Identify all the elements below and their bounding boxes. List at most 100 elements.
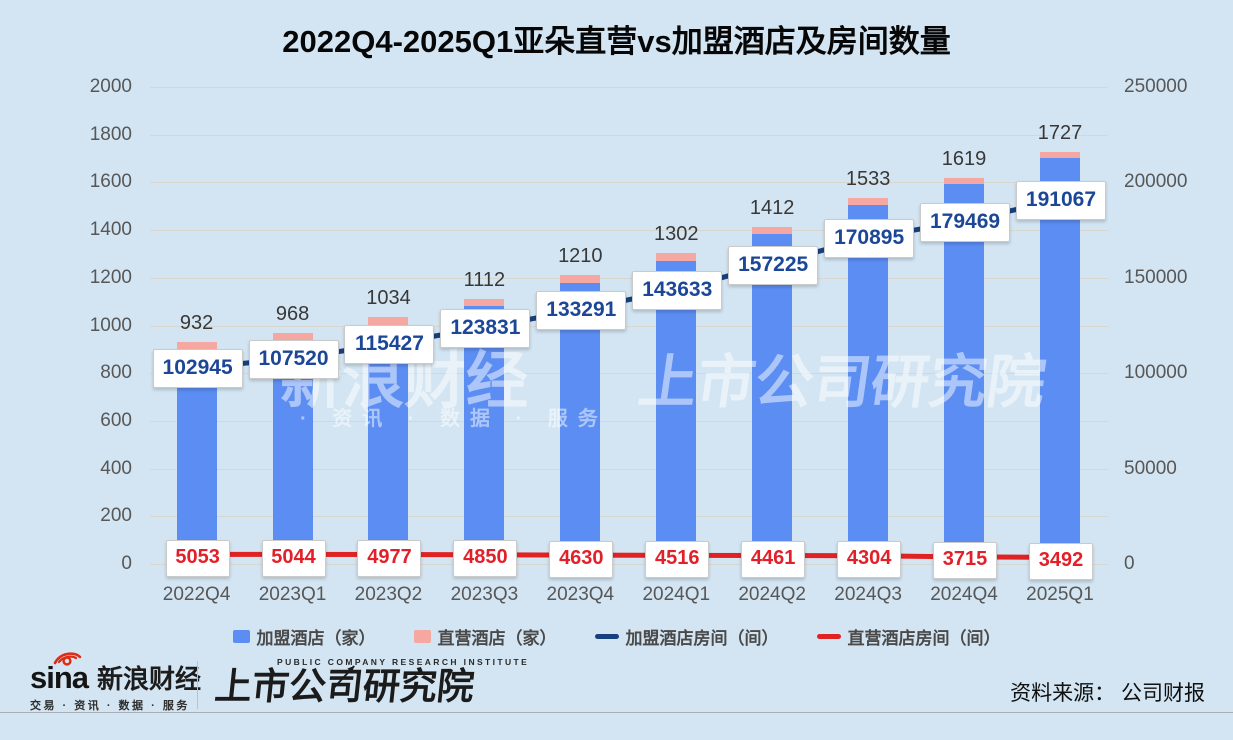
bar-total-label: 1302 bbox=[654, 223, 699, 246]
x-axis-label: 2024Q2 bbox=[738, 584, 806, 605]
gridline bbox=[150, 564, 1108, 565]
bar-total-label: 1210 bbox=[558, 245, 603, 268]
franchised-rooms-value-box: 115427 bbox=[344, 325, 435, 365]
direct-rooms-value-box: 5053 bbox=[165, 539, 230, 577]
sina-brand: 新浪财经 bbox=[97, 664, 202, 694]
direct-rooms-value-box: 3492 bbox=[1028, 542, 1093, 580]
franchised-rooms-value-box: 133291 bbox=[536, 291, 627, 331]
data-source: 资料来源： 公司财报 bbox=[1010, 682, 1205, 705]
direct-rooms-value-box: 4516 bbox=[645, 540, 710, 578]
footer-divider bbox=[197, 661, 198, 709]
direct-hotels-bar-cap bbox=[752, 227, 793, 235]
right-axis-tick: 200000 bbox=[1124, 171, 1188, 193]
x-axis-label: 2023Q2 bbox=[354, 584, 423, 605]
legend-item: 直营酒店（家） bbox=[413, 624, 557, 649]
gridline bbox=[150, 373, 1108, 375]
direct-hotels-bar-cap bbox=[1039, 152, 1080, 158]
bar-total-label: 1727 bbox=[1037, 122, 1083, 145]
bar-total-label: 968 bbox=[275, 303, 310, 326]
left-axis-tick: 400 bbox=[100, 457, 132, 479]
right-axis-tick: 250000 bbox=[1124, 76, 1188, 97]
bar-total-label: 1533 bbox=[845, 168, 891, 191]
bar-total-label: 1412 bbox=[749, 197, 795, 220]
x-axis-label: 2025Q1 bbox=[1026, 584, 1094, 605]
franchised-hotels-bar bbox=[848, 205, 889, 564]
left-axis-tick: 800 bbox=[100, 362, 132, 384]
legend-swatch-rect bbox=[413, 630, 431, 643]
x-axis-label: 2024Q4 bbox=[930, 584, 998, 605]
direct-hotels-bar-cap bbox=[368, 317, 409, 326]
bar-total-label: 1619 bbox=[941, 147, 987, 170]
legend-item: 加盟酒店房间（间） bbox=[594, 624, 779, 649]
footer-separator-line bbox=[0, 712, 1233, 713]
left-axis-tick: 1400 bbox=[89, 219, 132, 241]
gridline bbox=[150, 182, 1108, 184]
x-axis-label: 2024Q3 bbox=[834, 584, 902, 605]
right-axis-tick: 50000 bbox=[1124, 457, 1177, 479]
franchised-rooms-value-box: 157225 bbox=[728, 245, 819, 285]
bar-total-label: 932 bbox=[179, 311, 214, 334]
bar-total-label: 1034 bbox=[366, 287, 411, 310]
left-axis-tick: 1000 bbox=[89, 314, 132, 336]
direct-hotels-bar-cap bbox=[560, 275, 601, 283]
legend-swatch-rect bbox=[232, 630, 250, 643]
x-axis-label: 2023Q3 bbox=[450, 584, 519, 605]
gridline bbox=[150, 420, 1108, 422]
franchised-rooms-value-box: 123831 bbox=[440, 309, 531, 349]
franchised-rooms-value-box: 170895 bbox=[824, 219, 915, 259]
franchised-rooms-value-box: 102945 bbox=[152, 349, 243, 389]
franchised-rooms-value-box: 143633 bbox=[632, 271, 723, 311]
gridline bbox=[150, 87, 1108, 88]
legend-label: 直营酒店房间（间） bbox=[847, 629, 1001, 648]
institute-name-cn: 上市公司研究院 bbox=[213, 665, 531, 707]
direct-rooms-value-box: 5044 bbox=[261, 539, 326, 577]
chart-legend: 加盟酒店（家） 直营酒店（家） 加盟酒店房间（间） 直营酒店房间（间） bbox=[0, 624, 1233, 649]
direct-hotels-bar-cap bbox=[848, 198, 889, 206]
gridline bbox=[150, 516, 1108, 518]
direct-rooms-value-box: 4461 bbox=[741, 540, 806, 578]
x-axis-label: 2024Q1 bbox=[642, 584, 711, 605]
x-axis-label: 2023Q1 bbox=[258, 584, 327, 605]
direct-hotels-bar-cap bbox=[464, 298, 505, 307]
chart-title: 2022Q4-2025Q1亚朵直营vs加盟酒店及房间数量 bbox=[282, 24, 951, 59]
left-axis-tick: 1200 bbox=[89, 266, 132, 288]
direct-rooms-value-box: 4630 bbox=[549, 540, 614, 578]
legend-swatch-line bbox=[816, 634, 841, 639]
sina-wordmark: sina bbox=[30, 652, 89, 693]
gridline bbox=[150, 134, 1108, 136]
legend-item: 加盟酒店（家） bbox=[232, 624, 376, 649]
institute-name-en: PUBLIC COMPANY RESEARCH INSTITUTE bbox=[277, 657, 530, 667]
x-axis-label: 2022Q4 bbox=[162, 584, 231, 605]
direct-rooms-line bbox=[196, 551, 1060, 560]
sina-eye-icon bbox=[53, 652, 82, 666]
left-axis-tick: 600 bbox=[100, 409, 132, 431]
footer: sina 新浪财经 交易 · 资讯 · 数据 · 服务 PUBLIC COMPA… bbox=[0, 652, 1233, 740]
right-axis-tick: 150000 bbox=[1124, 266, 1188, 288]
left-axis-tick: 0 bbox=[121, 553, 132, 574]
franchised-rooms-value-box: 179469 bbox=[920, 203, 1011, 243]
legend-swatch-line bbox=[594, 634, 619, 639]
right-axis-tick: 0 bbox=[1124, 553, 1135, 574]
left-axis-tick: 1800 bbox=[89, 123, 132, 145]
institute-arrow-icon bbox=[332, 665, 355, 690]
direct-rooms-value-box: 4977 bbox=[357, 540, 422, 577]
x-axis-label: 2023Q4 bbox=[546, 584, 615, 605]
right-axis-tick: 100000 bbox=[1124, 362, 1188, 384]
sina-tagline: 交易 · 资讯 · 数据 · 服务 bbox=[30, 700, 190, 712]
franchised-rooms-value-box: 107520 bbox=[248, 340, 339, 380]
legend-item: 直营酒店房间（间） bbox=[816, 624, 1001, 649]
direct-rooms-value-box: 4850 bbox=[453, 540, 518, 578]
legend-label: 加盟酒店（家） bbox=[256, 629, 376, 648]
legend-label: 加盟酒店房间（间） bbox=[625, 629, 779, 648]
left-axis-tick: 2000 bbox=[89, 76, 132, 97]
institute-logo: PUBLIC COMPANY RESEARCH INSTITUTE 上市公司研究… bbox=[213, 657, 531, 707]
legend-label: 直营酒店（家） bbox=[437, 629, 557, 648]
franchised-rooms-value-box: 191067 bbox=[1015, 180, 1106, 220]
direct-rooms-value-box: 4304 bbox=[837, 541, 902, 579]
direct-hotels-bar-cap bbox=[656, 253, 697, 261]
bar-total-label: 1112 bbox=[463, 268, 506, 291]
direct-hotels-bar-cap bbox=[944, 177, 985, 185]
left-axis-tick: 200 bbox=[100, 505, 132, 527]
